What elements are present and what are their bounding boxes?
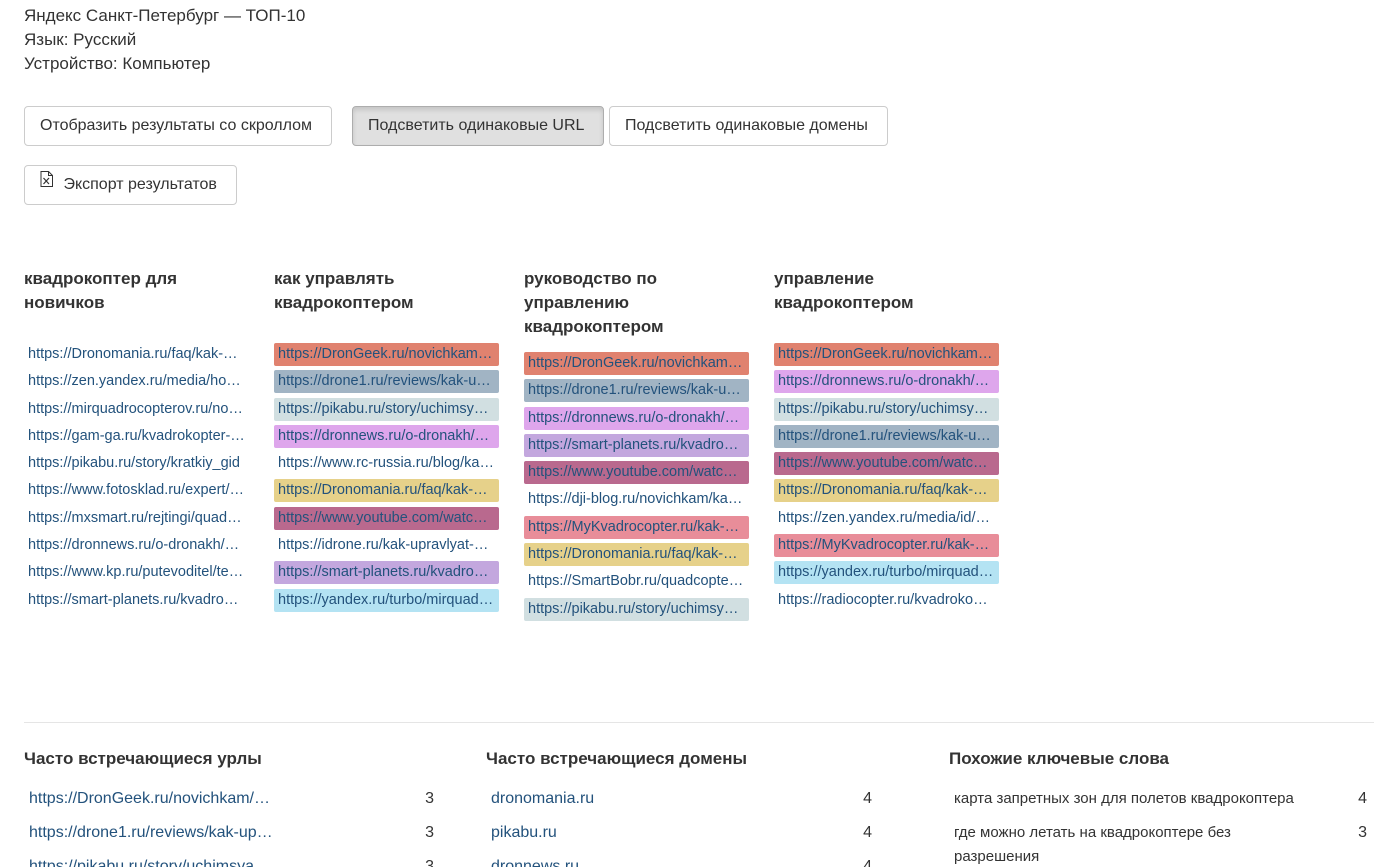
result-url-link[interactable]: https://www.youtube.com/watch?v=kvadroko… xyxy=(524,461,749,485)
similar-keyword-row: карта запретных зон для полетов квадроко… xyxy=(949,787,1367,811)
results-column-4: https://DronGeek.ru/novichkam/kak-upravl… xyxy=(774,343,999,616)
result-url-link[interactable]: https://MyKvadrocopter.ru/kak-upravlyat xyxy=(774,534,999,558)
result-url-link[interactable]: https://DronGeek.ru/novichkam/kak-upravl… xyxy=(524,352,749,375)
frequent-domain-link[interactable]: dronomania.ru xyxy=(491,790,595,807)
result-url-link[interactable]: https://dronnews.ru/o-dronakh/kak-upravl… xyxy=(274,424,499,448)
result-url-link[interactable]: https://dronnews.ru/o-dronakh/kak-upravl… xyxy=(524,406,749,430)
result-url-link[interactable]: https://drone1.ru/reviews/kak-upravlyat xyxy=(524,379,749,403)
frequent-domain-row: dronnews.ru 4 xyxy=(486,855,872,867)
frequent-urls-title: Часто встречающиеся урлы xyxy=(24,749,262,768)
highlight-same-urls-label: Подсветить одинаковые URL xyxy=(368,117,585,134)
frequent-domain-link[interactable]: dronnews.ru xyxy=(491,858,580,867)
frequent-domain-row: dronomania.ru 4 xyxy=(486,787,872,811)
column-title-1: квадрокоптер для новичков xyxy=(24,269,178,312)
frequent-url-link[interactable]: https://pikabu.ru/story/uchimsya_upravly… xyxy=(29,858,274,867)
frequent-domain-row: pikabu.ru 4 xyxy=(486,821,872,845)
result-url-link[interactable]: https://DronGeek.ru/novichkam/kak-upravl… xyxy=(774,343,999,366)
column-title-4: управление квадрокоптером xyxy=(774,269,914,312)
result-url-link[interactable]: https://Dronomania.ru/faq/kak-upravlyat-… xyxy=(524,543,749,567)
similar-keyword-text[interactable]: карта запретных зон для полетов квадроко… xyxy=(954,790,1294,807)
frequent-url-count: 3 xyxy=(425,858,434,867)
result-url-link[interactable]: https://SmartBobr.ru/quadcopter/upravlen… xyxy=(528,573,749,590)
results-column-3: https://DronGeek.ru/novichkam/kak-upravl… xyxy=(524,352,749,625)
result-url-link[interactable]: https://drone1.ru/reviews/kak-upravlyat xyxy=(274,370,499,394)
result-url-link[interactable]: https://pikabu.ru/story/uchimsya_upravly… xyxy=(524,597,749,621)
similar-keyword-count: 3 xyxy=(1358,824,1367,841)
frequent-domain-link[interactable]: pikabu.ru xyxy=(491,824,557,841)
result-url-link[interactable]: https://smart-planets.ru/kvadrokopter-up… xyxy=(524,433,749,457)
result-url-link[interactable]: https://pikabu.ru/story/kratkiy_gid xyxy=(28,455,240,472)
search-engine-region: Яндекс Санкт-Петербург — ТОП-10 xyxy=(24,6,306,25)
result-url-link[interactable]: https://mxsmart.ru/rejtingi/quadrocopter xyxy=(28,509,249,526)
result-url-link[interactable]: https://drone1.ru/reviews/kak-upravlyat xyxy=(774,424,999,448)
result-url-link[interactable]: https://www.fotosklad.ru/expert/kvadroko… xyxy=(28,482,249,499)
result-url-link[interactable]: https://DronGeek.ru/novichkam/kak-upravl… xyxy=(274,343,499,366)
result-url-link[interactable]: https://mirquadrocopterov.ru/novichkam xyxy=(28,400,249,417)
export-results-button[interactable]: Экспорт результатов xyxy=(24,165,237,205)
result-url-link[interactable]: https://gam-ga.ru/kvadrokopter-dlya-novi… xyxy=(28,427,249,444)
result-url-link[interactable]: https://pikabu.ru/story/uchimsya_upravly… xyxy=(774,397,999,421)
result-url-link[interactable]: https://pikabu.ru/story/uchimsya_upravly… xyxy=(274,397,499,421)
result-url-link[interactable]: https://www.youtube.com/watch?v=kvadroko… xyxy=(274,506,499,530)
highlight-same-urls-button[interactable]: Подсветить одинаковые URL xyxy=(352,106,604,146)
result-url-link[interactable]: https://dji-blog.ru/novichkam/kak-upravl… xyxy=(528,491,749,508)
report-info: Яндекс Санкт-Петербург — ТОП-10 Язык: Ру… xyxy=(24,4,305,76)
frequent-domain-count: 4 xyxy=(863,858,872,867)
excel-file-icon xyxy=(40,164,53,202)
result-url-link[interactable]: https://MyKvadrocopter.ru/kak-upravlyat xyxy=(524,515,749,539)
results-column-2: https://DronGeek.ru/novichkam/kak-upravl… xyxy=(274,343,499,616)
frequent-url-row: https://pikabu.ru/story/uchimsya_upravly… xyxy=(24,855,434,867)
column-title-2: как управлять квадрокоптером xyxy=(274,269,414,312)
result-url-link[interactable]: https://zen.yandex.ru/media/hobby/kvadro… xyxy=(28,373,249,390)
frequent-domain-count: 4 xyxy=(863,824,872,841)
frequent-url-row: https://DronGeek.ru/novichkam/kak-upravl… xyxy=(24,787,434,811)
device-label: Устройство: Компьютер xyxy=(24,54,211,73)
result-url-link[interactable]: https://dronnews.ru/o-dronakh/kak-upravl… xyxy=(28,537,249,554)
similar-keywords-title: Похожие ключевые слова xyxy=(949,749,1170,768)
show-with-scroll-label: Отобразить результаты со скроллом xyxy=(40,117,313,134)
result-url-link[interactable]: https://www.rc-russia.ru/blog/kak-upravl… xyxy=(278,455,499,472)
frequent-domains-title: Часто встречающиеся домены xyxy=(486,749,748,768)
frequent-url-count: 3 xyxy=(425,824,434,841)
similar-keyword-count: 4 xyxy=(1358,790,1367,807)
result-url-link[interactable]: https://dronnews.ru/o-dronakh/kak-upravl… xyxy=(774,370,999,394)
export-results-label: Экспорт результатов xyxy=(63,176,217,193)
highlight-same-domains-label: Подсветить одинаковые домены xyxy=(625,117,868,134)
result-url-link[interactable]: https://www.youtube.com/watch?v=kvadroko… xyxy=(774,452,999,476)
result-url-link[interactable]: https://smart-planets.ru/kvadrokopter-up… xyxy=(274,561,499,585)
result-url-link[interactable]: https://yandex.ru/turbo/mirquadrocoptero… xyxy=(774,561,999,585)
frequent-domain-count: 4 xyxy=(863,790,872,807)
results-column-1: https://Dronomania.ru/faq/kak-upravlyat-… xyxy=(24,343,249,616)
frequent-url-link[interactable]: https://drone1.ru/reviews/kak-upravlyat xyxy=(29,824,274,841)
similar-keyword-row: где можно летать на квадрокоптере без ра… xyxy=(949,821,1367,867)
frequent-url-row: https://drone1.ru/reviews/kak-upravlyat … xyxy=(24,821,434,845)
result-url-link[interactable]: https://Dronomania.ru/faq/kak-upravlyat-… xyxy=(28,346,249,362)
result-url-link[interactable]: https://radiocopter.ru/kvadrokopter-upra… xyxy=(778,591,999,608)
frequent-url-link[interactable]: https://DronGeek.ru/novichkam/kak-upravl… xyxy=(29,790,274,807)
section-divider xyxy=(24,722,1374,723)
result-url-link[interactable]: https://yandex.ru/turbo/mirquadrocoptero… xyxy=(274,588,499,612)
similar-keyword-text[interactable]: где можно летать на квадрокоптере без ра… xyxy=(954,824,1231,865)
frequent-url-count: 3 xyxy=(425,790,434,807)
column-title-3: руководство по управлению квадрокоптером xyxy=(524,269,664,336)
language-label: Язык: Русский xyxy=(24,30,137,49)
result-url-link[interactable]: https://Dronomania.ru/faq/kak-upravlyat-… xyxy=(774,479,999,503)
show-with-scroll-button[interactable]: Отобразить результаты со скроллом xyxy=(24,106,332,146)
result-url-link[interactable]: https://idrone.ru/kak-upravlyat-kvadroko… xyxy=(278,537,499,554)
result-url-link[interactable]: https://Dronomania.ru/faq/kak-upravlyat-… xyxy=(274,479,499,503)
result-url-link[interactable]: https://smart-planets.ru/kvadrokopter-dl… xyxy=(28,591,249,608)
result-url-link[interactable]: https://zen.yandex.ru/media/id/upravleni… xyxy=(778,509,999,526)
highlight-same-domains-button[interactable]: Подсветить одинаковые домены xyxy=(609,106,888,146)
result-url-link[interactable]: https://www.kp.ru/putevoditel/tekhnika/k… xyxy=(28,564,249,581)
